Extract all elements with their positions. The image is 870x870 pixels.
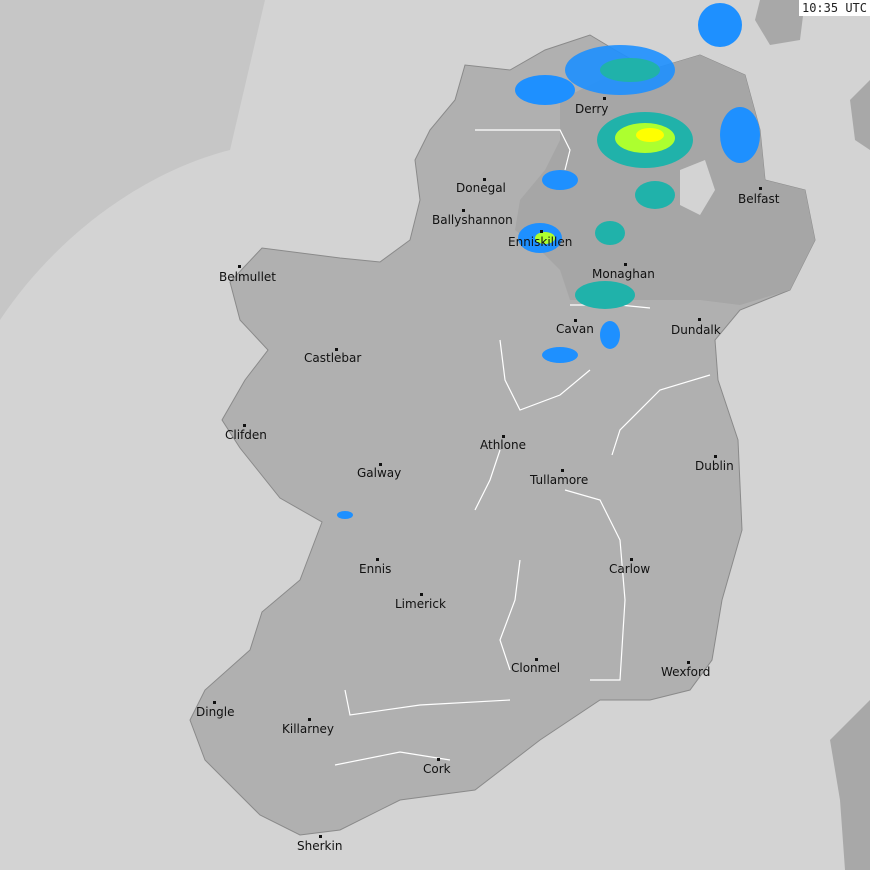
wales-landmass xyxy=(830,700,870,870)
rivers-and-borders xyxy=(334,129,711,766)
radar-echoes xyxy=(337,3,760,519)
outer-range-ring xyxy=(0,0,265,320)
lough-neagh xyxy=(680,160,715,215)
scotland-islands xyxy=(850,80,870,150)
timestamp-label: 10:35 UTC xyxy=(798,0,870,16)
scotland-landmass xyxy=(755,0,805,45)
